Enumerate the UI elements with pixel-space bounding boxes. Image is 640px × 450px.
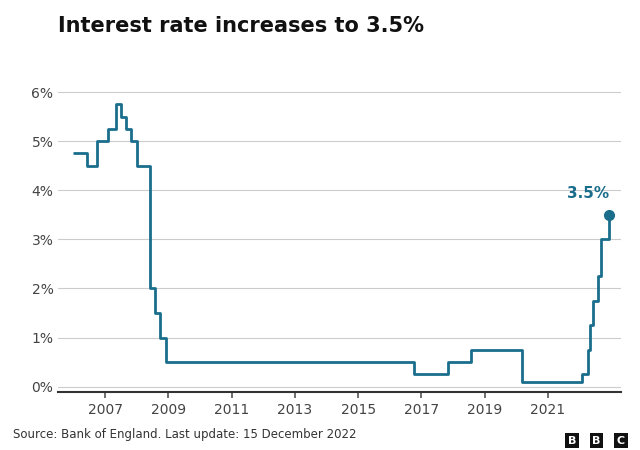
Text: 3.5%: 3.5% xyxy=(567,186,609,201)
Text: Source: Bank of England. Last update: 15 December 2022: Source: Bank of England. Last update: 15… xyxy=(13,428,356,441)
Text: C: C xyxy=(617,436,625,446)
Text: B: B xyxy=(592,436,601,446)
Text: B: B xyxy=(568,436,577,446)
Text: Interest rate increases to 3.5%: Interest rate increases to 3.5% xyxy=(58,16,424,36)
